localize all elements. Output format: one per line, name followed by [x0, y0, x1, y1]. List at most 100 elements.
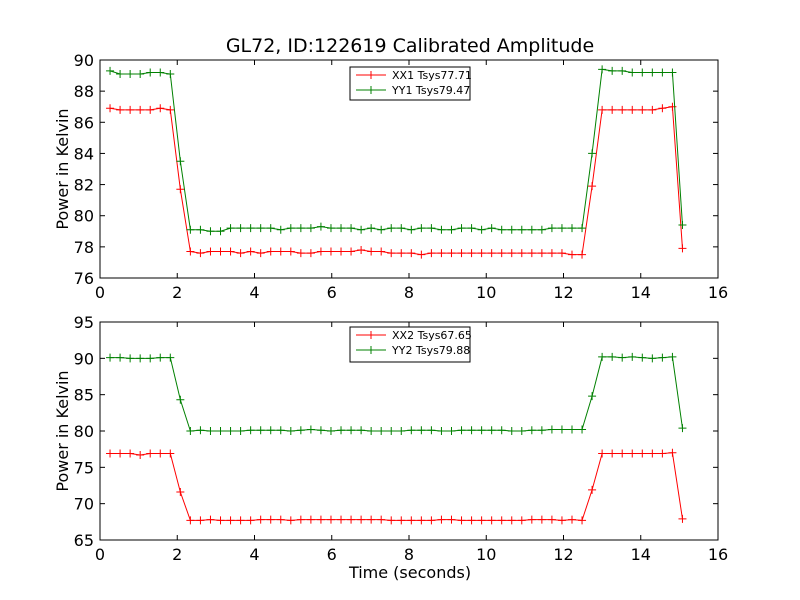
data-point	[367, 247, 376, 256]
data-point	[196, 516, 205, 525]
data-point	[497, 516, 506, 525]
data-point	[357, 426, 366, 435]
data-point	[116, 353, 125, 362]
data-point	[407, 516, 416, 525]
data-point	[326, 247, 335, 256]
data-point	[618, 449, 627, 458]
y-tick-label: 90	[74, 349, 94, 368]
legend-box	[349, 66, 471, 101]
data-point	[377, 225, 386, 234]
data-point	[557, 249, 566, 258]
x-tick-label: 2	[172, 545, 182, 564]
data-point	[507, 249, 516, 258]
data-point	[236, 427, 245, 435]
legend: XX2 Tsys67.65 YY2 Tsys79.88	[349, 326, 472, 363]
data-point	[226, 247, 235, 256]
data-point	[337, 224, 346, 233]
data-point	[547, 425, 556, 434]
data-point	[236, 224, 245, 233]
data-point	[588, 149, 597, 158]
data-point	[136, 105, 145, 114]
data-point	[477, 249, 486, 258]
data-point	[397, 224, 406, 233]
y-tick-label: 85	[74, 386, 94, 405]
data-point	[126, 449, 135, 458]
data-point	[467, 224, 476, 233]
data-point	[166, 449, 175, 458]
data-point	[226, 224, 235, 233]
y-tick-label: 78	[74, 238, 94, 257]
data-point	[628, 352, 637, 361]
data-point	[437, 427, 446, 435]
data-point	[176, 395, 185, 404]
data-point	[166, 353, 175, 362]
data-point	[427, 224, 436, 233]
subplot-2: 0 2 4 6 8 10 12 14 16 65 70 75 80 85 90 95 Power in Kelv…	[53, 313, 728, 564]
data-point	[497, 249, 506, 258]
data-point	[347, 247, 356, 256]
data-point	[306, 249, 315, 258]
y-tick-label: 76	[74, 269, 94, 288]
data-point	[638, 105, 647, 114]
data-point	[678, 244, 687, 253]
legend-label: YY2 Tsys79.88	[391, 344, 470, 357]
data-point	[407, 426, 416, 435]
data-point	[196, 225, 205, 234]
data-point	[357, 225, 366, 234]
y-tick-label: 95	[74, 313, 94, 332]
data-point	[447, 225, 456, 234]
data-point	[487, 249, 496, 258]
data-point	[407, 249, 416, 258]
data-point	[447, 427, 456, 435]
data-point	[527, 225, 536, 234]
data-point	[126, 70, 135, 79]
x-tick-label: 10	[476, 283, 496, 302]
data-point	[417, 224, 426, 233]
data-point	[106, 353, 115, 362]
data-point	[567, 515, 576, 524]
data-point	[136, 70, 145, 79]
subplot-1: 0 2 4 6 8 10 12 14 16 76 78 80 82 84 86 88 90 Power in Ke…	[53, 51, 728, 302]
data-point	[437, 225, 446, 234]
data-point	[437, 249, 446, 258]
data-point	[567, 425, 576, 434]
data-point	[537, 249, 546, 258]
data-point	[618, 105, 627, 114]
data-point	[176, 488, 185, 497]
y-tick-label: 88	[74, 82, 94, 101]
data-point	[367, 427, 376, 435]
legend-label: XX2 Tsys67.65	[392, 329, 472, 342]
data-point	[387, 249, 396, 258]
data-point	[146, 68, 155, 77]
data-point	[557, 224, 566, 233]
data-point	[628, 105, 637, 114]
data-point	[136, 354, 145, 363]
data-point	[146, 449, 155, 458]
data-point	[527, 426, 536, 435]
data-point	[126, 105, 135, 114]
data-point	[276, 515, 285, 524]
y-tick-label: 86	[74, 113, 94, 132]
data-point	[146, 354, 155, 363]
data-point	[497, 426, 506, 435]
data-point	[557, 425, 566, 434]
data-point	[186, 225, 195, 234]
legend-marker	[367, 331, 375, 339]
data-point	[477, 426, 486, 435]
data-point	[326, 224, 335, 233]
data-point	[306, 425, 315, 434]
series-XX1	[106, 102, 687, 259]
data-point	[326, 515, 335, 524]
data-point	[166, 70, 175, 79]
data-point	[417, 516, 426, 525]
y-tick-label: 80	[74, 422, 94, 441]
data-point	[116, 449, 125, 458]
legend-label: YY1 Tsys79.47	[391, 84, 470, 97]
data-point	[156, 104, 165, 113]
x-tick-label: 10	[476, 545, 496, 564]
data-point	[246, 247, 255, 256]
data-point	[286, 224, 295, 233]
series-line	[110, 452, 683, 521]
data-point	[367, 515, 376, 524]
x-tick-label: 2	[172, 283, 182, 302]
